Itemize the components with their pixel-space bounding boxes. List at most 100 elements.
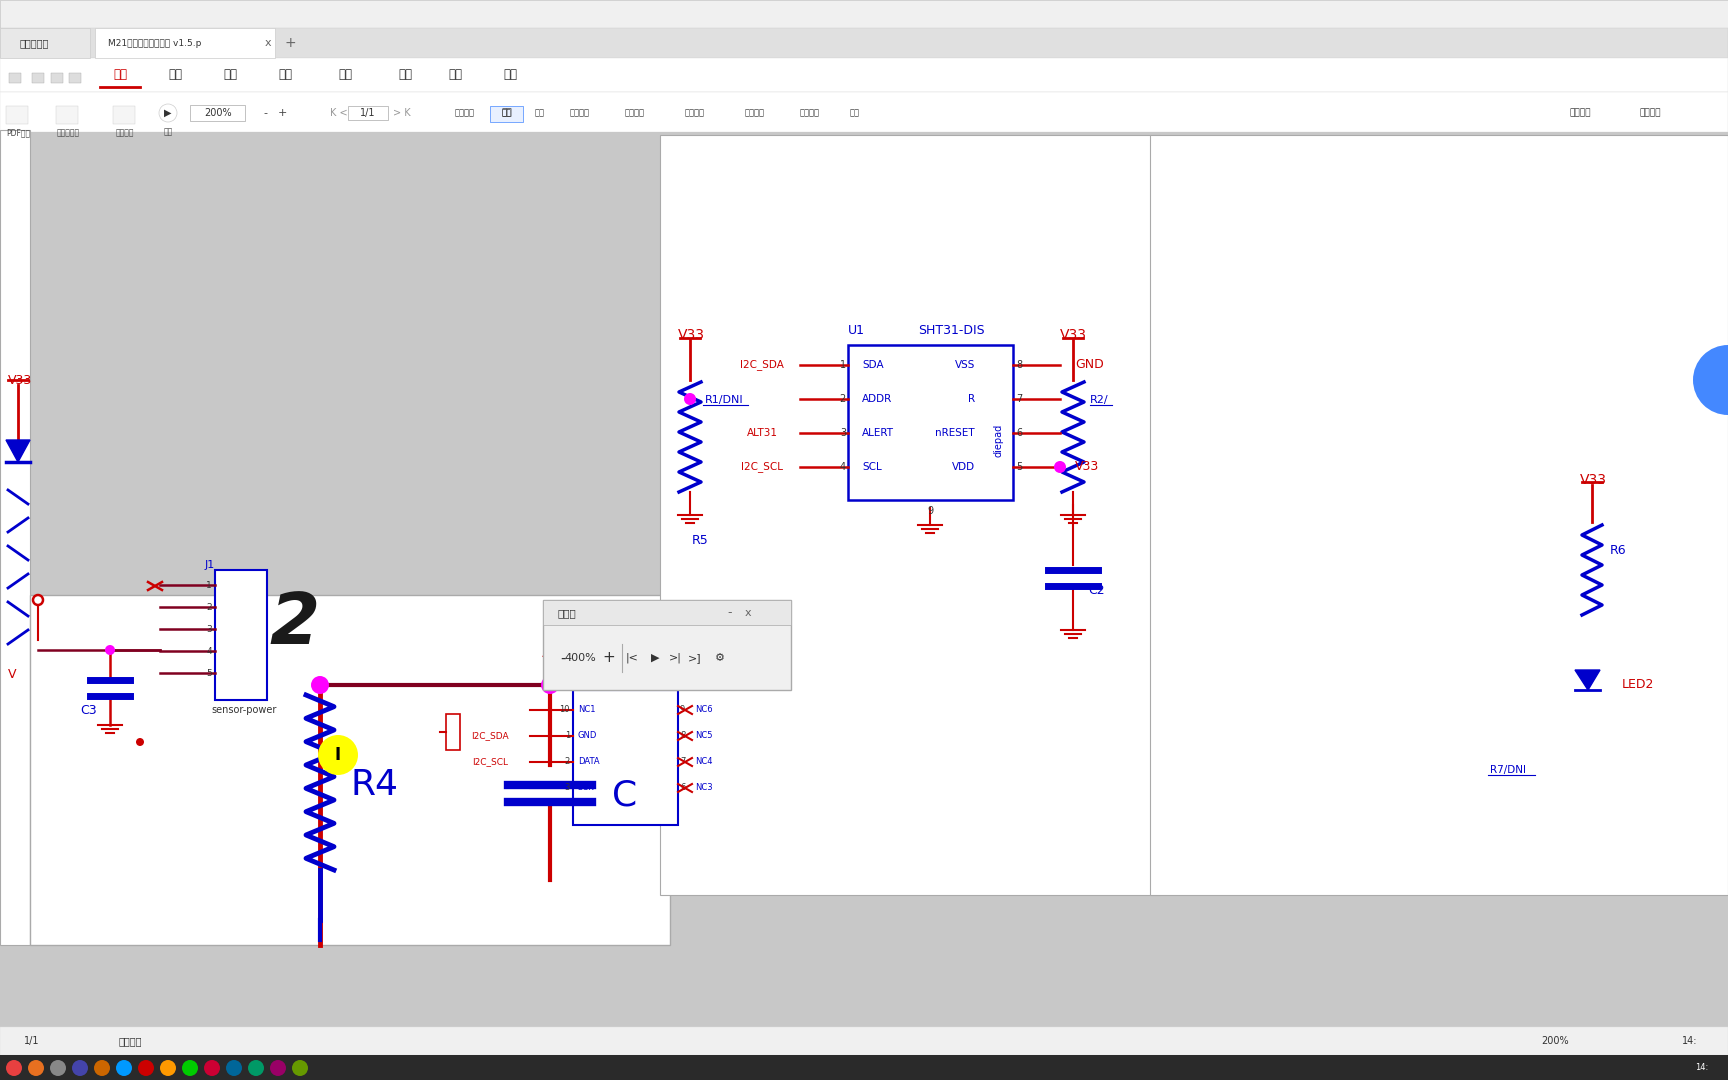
- Bar: [9, 73, 21, 83]
- Text: 划词翻译: 划词翻译: [1640, 108, 1661, 118]
- Text: 4: 4: [206, 647, 213, 656]
- Text: 上一视图: 上一视图: [118, 1036, 142, 1047]
- Bar: [0, 1027, 1728, 1055]
- Text: I2C_SCL: I2C_SCL: [741, 461, 783, 472]
- Text: M21温温度光敏传感器 v1.5.p: M21温温度光敏传感器 v1.5.p: [107, 39, 202, 48]
- Text: K <: K <: [330, 108, 347, 118]
- Text: U1: U1: [848, 324, 866, 337]
- Text: 6: 6: [1016, 428, 1023, 438]
- Bar: [214, 570, 268, 700]
- Text: 5: 5: [1016, 462, 1023, 472]
- Circle shape: [292, 1059, 308, 1076]
- Text: 10: 10: [560, 705, 570, 715]
- Text: nRESET: nRESET: [935, 428, 975, 438]
- Bar: [0, 28, 1728, 58]
- Text: R5: R5: [691, 534, 708, 546]
- Text: 播放: 播放: [164, 127, 173, 136]
- Text: 旋转文档: 旋转文档: [454, 108, 475, 118]
- Bar: [69, 73, 81, 83]
- Text: 开始: 开始: [112, 68, 126, 81]
- Text: VSS: VSS: [954, 360, 975, 370]
- Text: 2: 2: [270, 591, 320, 660]
- Text: V33: V33: [1059, 328, 1087, 342]
- Text: LED2: LED2: [1623, 678, 1654, 691]
- Text: -: -: [560, 650, 565, 665]
- Text: +: +: [285, 36, 297, 50]
- Text: sensor-power: sensor-power: [211, 705, 276, 715]
- Circle shape: [105, 645, 116, 654]
- Text: GND: GND: [577, 731, 598, 741]
- Bar: [0, 132, 1728, 1055]
- Bar: [347, 106, 389, 120]
- Polygon shape: [1574, 670, 1600, 690]
- Circle shape: [93, 1059, 111, 1076]
- Circle shape: [1054, 461, 1066, 473]
- Circle shape: [33, 595, 43, 605]
- Text: +: +: [601, 650, 615, 665]
- Text: 单页: 单页: [501, 108, 513, 118]
- Text: ALT31: ALT31: [746, 428, 778, 438]
- Bar: [29, 595, 670, 945]
- Bar: [55, 106, 78, 124]
- Text: 压缩: 压缩: [850, 108, 861, 118]
- Text: U2: U2: [593, 675, 607, 685]
- Text: 2: 2: [206, 603, 213, 611]
- Text: 批注: 批注: [339, 68, 353, 81]
- Text: DATA: DATA: [577, 757, 600, 767]
- Bar: [848, 345, 1013, 500]
- Text: 9: 9: [926, 507, 933, 516]
- Text: J1: J1: [206, 561, 216, 570]
- Bar: [574, 690, 677, 825]
- Text: 200%: 200%: [204, 108, 232, 118]
- Text: ▶: ▶: [164, 108, 171, 118]
- Text: 200%: 200%: [1541, 1036, 1569, 1047]
- Text: x: x: [745, 608, 752, 618]
- Text: R1/DNI: R1/DNI: [705, 395, 743, 405]
- Bar: [0, 130, 29, 945]
- Text: ALERT: ALERT: [862, 428, 893, 438]
- Text: SCK: SCK: [577, 783, 594, 793]
- Text: ▶: ▶: [651, 653, 660, 663]
- Text: >|: >|: [669, 652, 681, 663]
- Text: NC6: NC6: [695, 705, 712, 715]
- Text: NC1: NC1: [577, 705, 596, 715]
- Text: GND: GND: [1075, 359, 1104, 372]
- Text: I2C_SDA: I2C_SDA: [740, 360, 785, 370]
- Text: 8: 8: [681, 731, 686, 741]
- Text: 1: 1: [840, 360, 847, 370]
- Text: 2: 2: [565, 757, 570, 767]
- Text: 找稿壳模板: 找稿壳模板: [21, 38, 50, 48]
- Bar: [1151, 135, 1728, 895]
- Circle shape: [249, 1059, 264, 1076]
- Text: V33: V33: [1075, 460, 1099, 473]
- Text: 工具: 工具: [397, 68, 411, 81]
- Circle shape: [270, 1059, 287, 1076]
- Text: >]: >]: [688, 653, 702, 663]
- Text: SHT31-DIS: SHT31-DIS: [918, 324, 985, 337]
- Text: R7/DNI: R7/DNI: [1490, 765, 1526, 775]
- Text: 连续阅读: 连续阅读: [570, 108, 589, 118]
- Text: 插入: 插入: [168, 68, 181, 81]
- Text: 查找替换: 查找替换: [684, 108, 705, 118]
- Text: 阅读模式: 阅读模式: [626, 108, 645, 118]
- Circle shape: [159, 104, 176, 122]
- Text: R2/: R2/: [1090, 395, 1109, 405]
- Text: R6: R6: [1610, 543, 1626, 556]
- Circle shape: [318, 735, 358, 775]
- Text: V: V: [9, 669, 17, 681]
- Text: 3: 3: [840, 428, 847, 438]
- Bar: [52, 73, 62, 83]
- Bar: [543, 600, 791, 625]
- Text: 4: 4: [840, 462, 847, 472]
- Text: NC3: NC3: [695, 783, 712, 793]
- Bar: [0, 1055, 1728, 1080]
- Text: 6: 6: [681, 783, 686, 793]
- Bar: [95, 28, 275, 58]
- Text: 7: 7: [1016, 394, 1023, 404]
- Bar: [0, 58, 1728, 92]
- Text: 放大镜: 放大镜: [558, 608, 577, 618]
- Bar: [446, 714, 460, 750]
- Text: ADDR: ADDR: [862, 394, 892, 404]
- Bar: [5, 106, 28, 124]
- Text: 转换: 转换: [503, 68, 517, 81]
